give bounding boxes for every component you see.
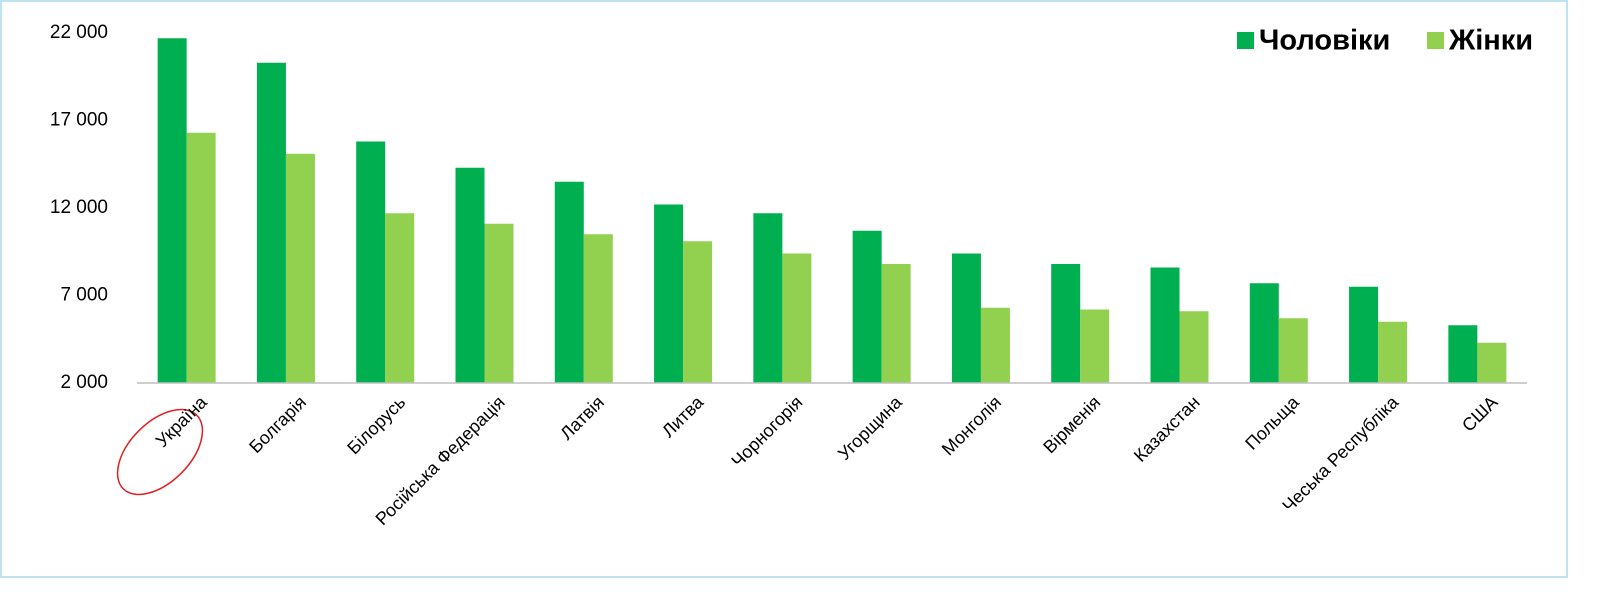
bar bbox=[1179, 311, 1209, 383]
bar bbox=[484, 223, 514, 383]
bar bbox=[881, 264, 911, 383]
legend-swatch bbox=[1427, 32, 1444, 49]
y-tick-label: 17 000 bbox=[50, 110, 108, 131]
bar bbox=[980, 307, 1010, 383]
y-tick-label: 2 000 bbox=[60, 372, 108, 393]
legend-label: Жінки bbox=[1448, 25, 1533, 57]
y-tick-label: 7 000 bbox=[60, 285, 108, 306]
highlight-ellipse bbox=[116, 408, 204, 496]
bar bbox=[385, 213, 415, 383]
bar bbox=[1477, 342, 1507, 383]
bar bbox=[1150, 267, 1180, 383]
y-tick-label: 22 000 bbox=[50, 22, 108, 43]
bar bbox=[951, 253, 981, 383]
bar bbox=[1080, 309, 1110, 383]
bar bbox=[256, 62, 286, 383]
bar bbox=[1448, 325, 1478, 383]
bar bbox=[683, 241, 713, 383]
bar bbox=[285, 153, 315, 383]
bar bbox=[157, 38, 187, 383]
bar bbox=[1249, 283, 1279, 383]
bar bbox=[654, 204, 684, 383]
bar bbox=[753, 213, 783, 383]
legend-label: Чоловіки bbox=[1259, 25, 1390, 57]
bar bbox=[1349, 286, 1379, 383]
bar bbox=[1051, 264, 1081, 383]
bar bbox=[186, 132, 216, 383]
bar bbox=[583, 234, 613, 383]
bar bbox=[356, 141, 386, 383]
bar bbox=[455, 167, 485, 383]
legend-swatch bbox=[1237, 32, 1254, 49]
bar bbox=[782, 253, 812, 383]
legend: Чоловіки Жінки bbox=[1237, 25, 1533, 57]
bar bbox=[852, 230, 882, 383]
bar bbox=[1278, 318, 1308, 383]
bar bbox=[1378, 321, 1408, 383]
bar bbox=[554, 181, 584, 383]
y-tick-label: 12 000 bbox=[50, 197, 108, 218]
